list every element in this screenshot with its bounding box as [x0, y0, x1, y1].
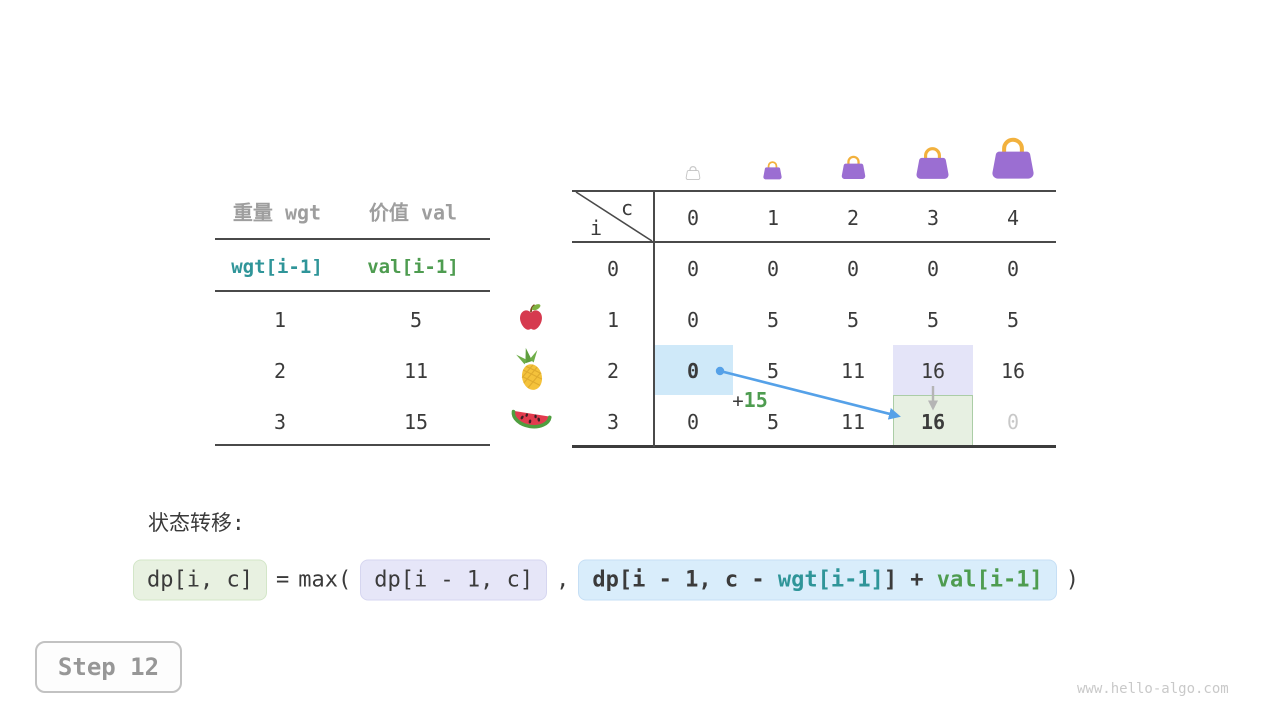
apple-icon [520, 304, 542, 330]
items-table-mid-rule [215, 290, 490, 292]
corner-col-var: c [620, 196, 634, 220]
dp-cell: 5 [766, 359, 780, 383]
dp-cell: 0 [1006, 257, 1020, 281]
dp-cell-pending: 0 [1006, 410, 1020, 434]
bag-capacity-1-icon [763, 161, 782, 180]
equals-sign: = [275, 567, 290, 593]
dp-cell: 0 [686, 257, 700, 281]
dp-row-header: 3 [606, 410, 620, 434]
dp-col-header: 4 [1006, 206, 1020, 230]
item-weight: 2 [273, 359, 287, 383]
dp-cell: 5 [1006, 308, 1020, 332]
pineapple-icon [516, 347, 543, 390]
dp-cell: 0 [686, 410, 700, 434]
item-value: 15 [403, 410, 429, 434]
bag-capacity-2-icon [841, 155, 866, 180]
dp-table-bottom-rule [572, 445, 1056, 448]
dp-cell-source: 0 [686, 359, 700, 383]
added-value: 15 [743, 388, 768, 412]
items-table-header-weight: 重量 wgt [232, 200, 322, 225]
dp-cell: 5 [766, 410, 780, 434]
dp-table-vertical-rule [653, 190, 655, 447]
dp-row-header: 1 [606, 308, 620, 332]
arg2-mid: ] + [883, 567, 937, 593]
dp-cell: 0 [686, 308, 700, 332]
item-value: 11 [403, 359, 429, 383]
bag-capacity-4-icon [992, 137, 1034, 179]
items-table-header-value: 价值 val [368, 200, 458, 225]
dp-cell-compare: 16 [920, 359, 946, 383]
dp-cell: 5 [766, 308, 780, 332]
formula-arg1: dp[i - 1, c] [360, 559, 548, 601]
bag-capacity-3-icon [916, 147, 949, 179]
comma: , [556, 567, 570, 593]
dp-cell: 0 [846, 257, 860, 281]
step-badge: Step 12 [35, 641, 182, 693]
dp-row-header: 2 [606, 359, 620, 383]
dp-cell-target: 16 [920, 410, 946, 434]
dp-table-header-rule [572, 241, 1056, 243]
item-weight: 1 [273, 308, 287, 332]
formula-lhs: dp[i, c] [133, 559, 267, 601]
arg2-wgt: wgt[i-1] [777, 567, 884, 593]
max-open: max( [298, 567, 352, 593]
items-table-val-index: val[i-1] [367, 256, 459, 278]
dp-cell: 0 [926, 257, 940, 281]
highlight-target-cell [893, 395, 973, 446]
dp-cell: 11 [840, 359, 866, 383]
state-transition-formula: dp[i, c] = max( dp[i - 1, c] , dp[i - 1,… [133, 559, 1080, 601]
item-weight: 3 [273, 410, 287, 434]
dp-col-header: 0 [686, 206, 700, 230]
items-table-top-rule [215, 238, 490, 240]
arg2-val: val[i-1] [936, 567, 1043, 593]
formula-title: 状态转移: [148, 511, 245, 535]
items-table-bottom-rule [215, 444, 490, 446]
formula-arg2: dp[i - 1, c - wgt[i-1]] + val[i-1] [578, 559, 1057, 601]
bag-capacity-0-icon [685, 166, 701, 180]
item-value: 5 [409, 308, 423, 332]
corner-diagonal-line [575, 191, 653, 242]
watermelon-icon [511, 409, 552, 429]
corner-row-var: i [589, 216, 603, 240]
watermark: www.hello-algo.com [1077, 681, 1229, 697]
dp-cell: 5 [846, 308, 860, 332]
arg2-pre: dp[i - 1, c - [592, 567, 778, 593]
dp-cell: 11 [840, 410, 866, 434]
dp-col-header: 1 [766, 206, 780, 230]
dp-col-header: 3 [926, 206, 940, 230]
dp-cell: 0 [766, 257, 780, 281]
dp-cell: 16 [1000, 359, 1026, 383]
dp-col-header: 2 [846, 206, 860, 230]
close-paren: ) [1065, 567, 1080, 593]
dp-row-header: 0 [606, 257, 620, 281]
dp-cell: 5 [926, 308, 940, 332]
transition-annotation: +15 [732, 388, 768, 412]
dp-table-top-rule [572, 190, 1056, 192]
plus-sign: + [732, 390, 744, 412]
items-table-wgt-index: wgt[i-1] [231, 256, 323, 278]
